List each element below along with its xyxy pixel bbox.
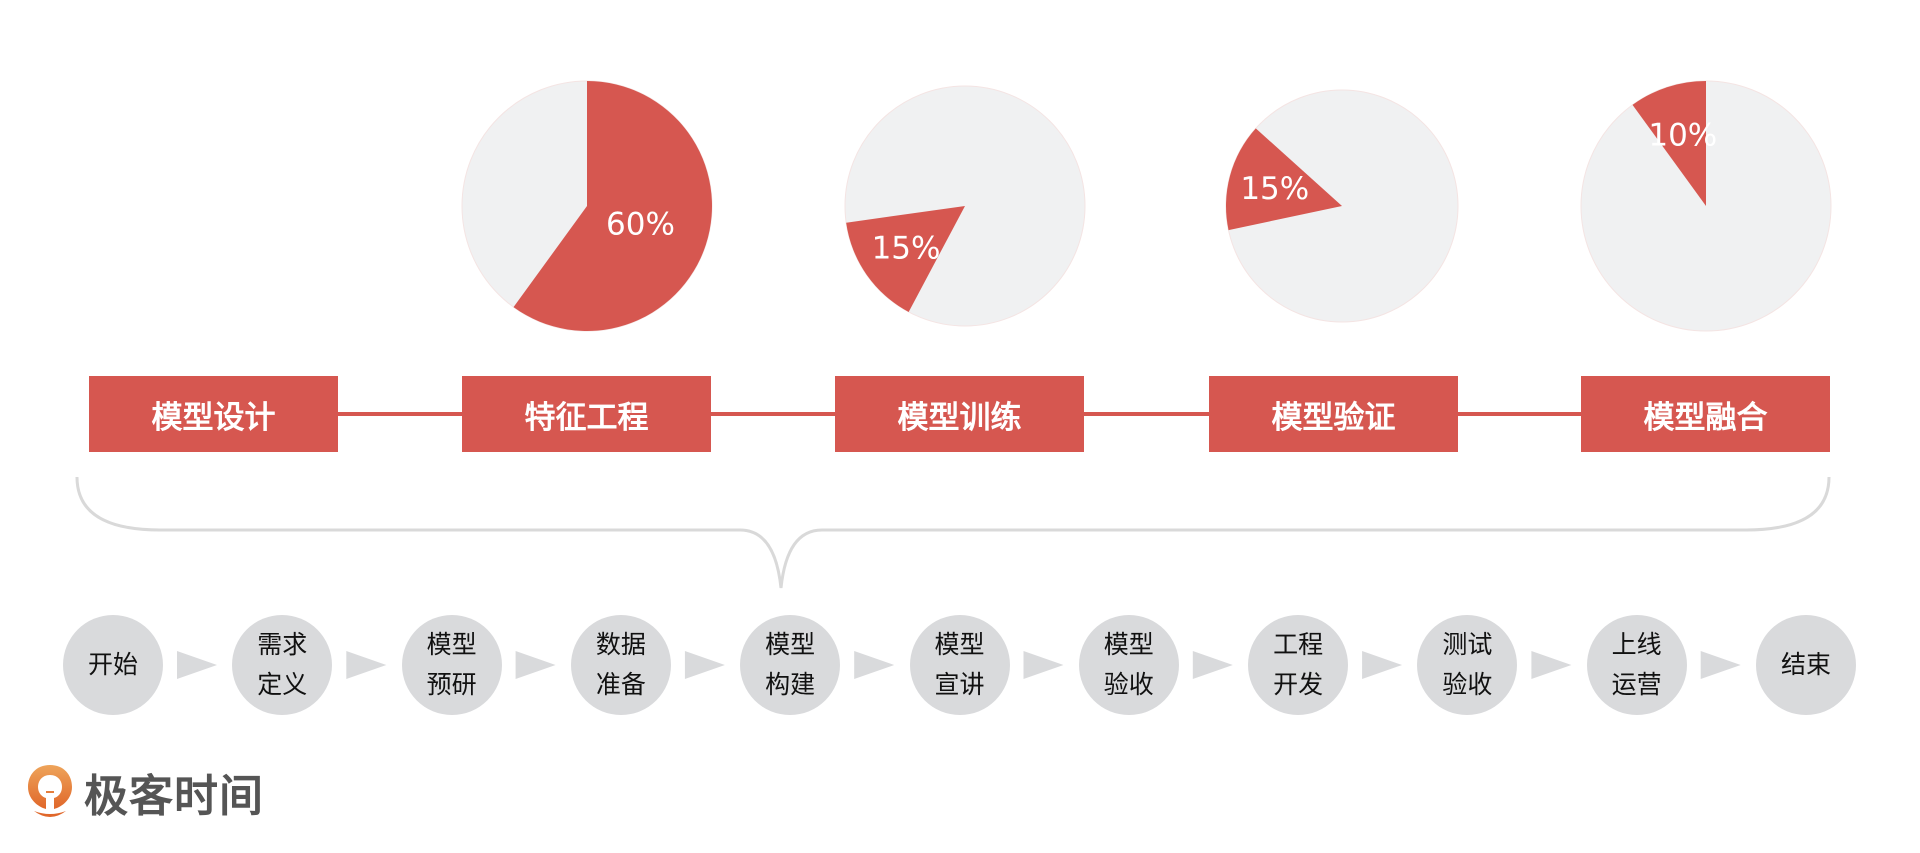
step-label: 运营 [1611, 670, 1662, 699]
arrow-icon [854, 651, 895, 679]
stage-label: 模型设计 [151, 399, 276, 436]
step-label: 工程 [1273, 630, 1324, 659]
process-step: 测试 验收 [1417, 615, 1518, 715]
step-label: 开发 [1273, 670, 1324, 699]
arrow-icon [1192, 651, 1233, 679]
stage-label: 特征工程 [524, 399, 649, 436]
step-label: 验收 [1103, 670, 1154, 699]
step-label: 定义 [257, 670, 308, 699]
step-label: 数据 [595, 630, 646, 659]
pie-slice [513, 81, 712, 331]
arrow-icon [1362, 651, 1403, 679]
arrow-icon [177, 651, 217, 679]
arrow-icon [346, 651, 387, 679]
logo-text: 极客时间 [84, 771, 264, 822]
process-step: 工程 开发 [1248, 615, 1349, 715]
pie-slice [1632, 81, 1706, 206]
process-step: 模型 验收 [1078, 615, 1179, 715]
step-label: 模型 [426, 630, 477, 659]
process-step: 开始 [63, 615, 163, 715]
step-label: 预研 [426, 670, 477, 699]
stage-label: 模型验证 [1271, 399, 1396, 436]
step-label: 测试 [1442, 630, 1493, 659]
stage-box: 模型验证 [1209, 376, 1458, 452]
stage-box: 模型设计 [89, 376, 338, 452]
stage-box: 模型融合 [1581, 376, 1830, 452]
step-label: 准备 [595, 670, 646, 699]
pie-slice [846, 206, 965, 312]
step-label: 构建 [765, 670, 816, 699]
logo: 极客时间 [24, 760, 264, 824]
pie-percent-label: 15% [872, 230, 941, 266]
process-step: 结束 [1756, 615, 1856, 715]
arrow-icon [1700, 651, 1741, 679]
pie-percent-label: 60% [606, 206, 675, 242]
process-step: 需求 定义 [232, 615, 333, 715]
step-label: 结束 [1780, 650, 1831, 679]
step-label: 模型 [1103, 630, 1154, 659]
arrow-icon [684, 651, 725, 679]
process-step: 模型 预研 [401, 615, 502, 715]
stage-label: 模型融合 [1643, 399, 1768, 436]
process-step: 数据 准备 [570, 615, 671, 715]
pie-slice [1225, 128, 1342, 231]
step-label: 宣讲 [934, 670, 985, 699]
step-label: 开始 [87, 650, 138, 679]
arrow-icon [1023, 651, 1064, 679]
step-label: 模型 [765, 630, 816, 659]
process-step: 模型 构建 [740, 615, 841, 715]
geektime-logo-icon [28, 765, 72, 817]
process-step: 上线 运营 [1586, 615, 1687, 715]
stage-label: 模型训练 [897, 399, 1022, 436]
process-step: 模型 宣讲 [909, 615, 1010, 715]
arrow-icon [1531, 651, 1572, 679]
step-label: 模型 [934, 630, 985, 659]
pie-percent-label: 15% [1240, 171, 1309, 207]
step-label: 上线 [1611, 630, 1662, 659]
step-label: 验收 [1442, 670, 1493, 699]
brace [75, 476, 1831, 589]
step-label: 需求 [257, 630, 308, 659]
pie-percent-label: 10% [1648, 118, 1717, 154]
stage-box: 特征工程 [462, 376, 711, 452]
stage-box: 模型训练 [835, 376, 1084, 452]
arrow-icon [515, 651, 556, 679]
